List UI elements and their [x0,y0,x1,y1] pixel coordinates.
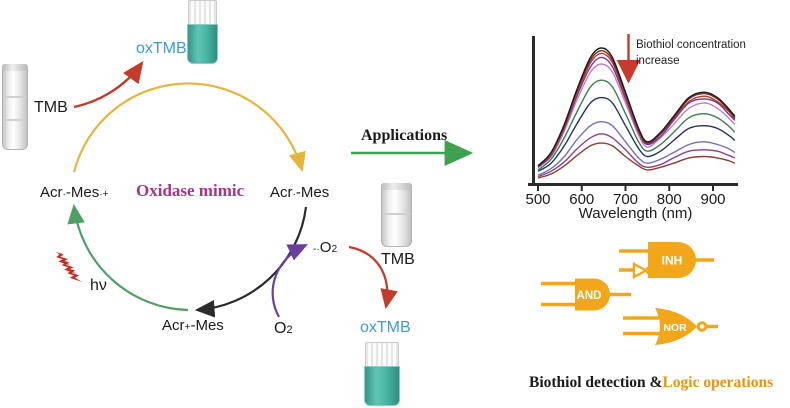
vial-oxtmb-teal-bottom [364,342,400,406]
spectrum-curve [537,56,736,168]
vial-rim [381,183,412,190]
arrow-o2-to-superoxide [271,244,308,318]
arrow-superoxide-to-oxtmb [348,245,398,310]
label-superoxide: -·O2 [313,239,337,256]
label-o2: O2 [274,320,293,338]
label-hv: hν [90,277,107,294]
figure-caption: Biothiol detection &Logic operations [529,374,773,392]
vial-liquid-line [3,119,27,121]
radical-dot: · [62,189,66,200]
inh-gate-icon: INH [619,242,714,280]
species-text: O [274,320,287,337]
cation-plus: + [184,322,191,333]
x-axis-tick-label: 900 [700,191,725,208]
logic-gates: AND INH NOR [541,242,718,345]
spectra-ticks: 500 600 700 800 900 [525,186,726,208]
nor-gate-label: NOR [663,322,687,334]
vial-glass [381,183,412,247]
vial-glass [2,64,28,150]
lightning-icon [56,252,83,283]
caption-orange: Logic operations [662,374,774,391]
spectra-chart: 500 600 700 800 900 [525,34,738,208]
label-tmb-mid: TMB [381,251,415,268]
label-acr-radical-mes: Acr·-Mes [270,184,329,201]
nor-gate-icon: NOR [623,308,718,345]
species-text: Acr [40,184,63,201]
subscript-2: 2 [331,244,338,255]
radical-dot: · [292,189,296,200]
spectrum-curve [537,142,736,179]
superoxide-charge: -· [313,244,320,255]
spectrum-curve [537,133,736,178]
vial-cap [365,342,399,370]
nor-bubble-icon [696,321,708,332]
cycle-title: Oxidase mimic [136,181,245,200]
vial-oxtmb-teal-top [187,0,218,64]
label-acr-radical-mes-radical-cation: Acr·-Mes·+ [40,184,109,201]
vial-liquid-line [3,96,27,98]
label-oxtmb-bottom: oxTMB [360,319,411,336]
label-acr-cation-mes: Acr+-Mes [162,317,224,334]
not-triangle-icon [632,261,649,280]
and-gate-icon: AND [541,278,631,311]
x-axis-tick-label: 500 [525,191,550,208]
x-axis-tick-label: 600 [569,191,594,208]
spectrum-curve [537,52,736,167]
spectrum-curve [537,63,736,168]
caption-black: Biothiol detection & [529,374,663,391]
x-axis-tick-label: 700 [613,191,638,208]
radical-cation: ·+ [99,189,109,200]
spectrum-curve [537,96,736,172]
spectrum-curve [537,79,736,171]
species-text: -Mes [295,184,330,201]
species-text: -Mes [65,184,100,201]
cycle-arc-yellow [72,82,306,173]
cycle-arc-black [194,206,308,318]
vial-rim [2,64,28,71]
species-text: -Mes [190,317,224,334]
vial-liquid-line [382,213,411,215]
spectrum-curve [537,47,736,167]
applications-label: Applications [361,127,448,144]
vial-tmb-clear [2,64,28,150]
label-oxtmb-top: oxTMB [136,40,187,57]
species-text: Acr [162,317,185,334]
and-gate-label: AND [577,290,602,302]
vial-tmb-clear-2 [381,183,412,247]
annotation-line-2: increase [636,55,680,68]
spectra-curves [537,47,736,179]
arrow-tmb-to-oxtmb [73,61,144,109]
inh-gate-label: INH [662,254,683,268]
vial-teal-liquid [187,24,218,64]
annotation-line-1: Biothiol concentration [636,39,746,51]
species-text: O [319,239,332,256]
cycle-arc-green [67,203,189,312]
species-text: Acr [270,184,293,201]
vial-teal-liquid [364,366,400,406]
x-axis-label: Wavelength (nm) [578,205,693,222]
label-tmb-left: TMB [34,99,68,116]
subscript-2: 2 [286,324,293,336]
x-axis-tick-label: 800 [657,191,682,208]
spectrum-curve [537,120,736,176]
concentration-annotation: Biothiol concentration increase [636,37,746,69]
